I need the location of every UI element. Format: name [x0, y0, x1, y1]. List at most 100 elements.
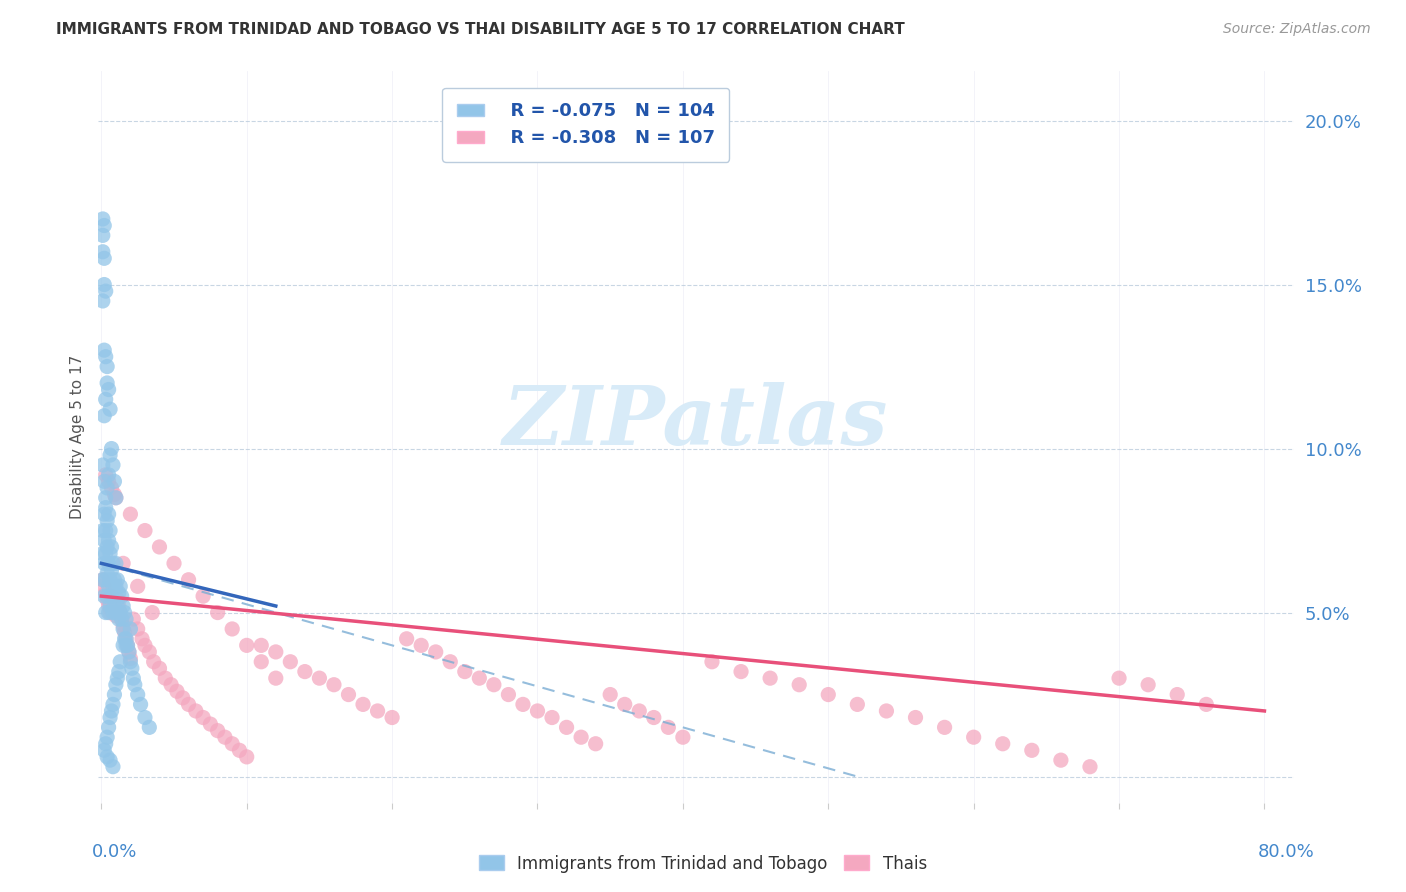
Point [114, 625, 136, 640]
Point [98, 710, 121, 724]
Point [91, 524, 114, 538]
Text: 0.0%: 0.0% [91, 843, 136, 861]
Text: ZIPatlas: ZIPatlas [503, 383, 889, 462]
Point [1108, 671, 1130, 685]
Point [112, 638, 135, 652]
Point [110, 579, 132, 593]
Point [103, 573, 125, 587]
Point [100, 442, 122, 456]
Point [934, 720, 956, 734]
Point [96, 376, 118, 390]
Point [498, 688, 520, 702]
Point [98, 402, 121, 417]
Point [163, 557, 186, 571]
Point [127, 622, 149, 636]
Point [395, 632, 418, 646]
Point [134, 710, 156, 724]
Point [110, 655, 132, 669]
Point [93, 579, 115, 593]
Point [221, 622, 243, 636]
Point [214, 730, 236, 744]
Point [91, 228, 114, 243]
Point [98, 599, 121, 613]
Point [105, 599, 128, 613]
Point [122, 671, 145, 685]
Point [148, 540, 170, 554]
Point [628, 704, 651, 718]
Point [787, 678, 810, 692]
Point [599, 688, 621, 702]
Point [367, 704, 389, 718]
Point [294, 665, 316, 679]
Point [100, 589, 122, 603]
Point [96, 540, 118, 554]
Point [93, 589, 115, 603]
Point [103, 599, 125, 613]
Point [657, 720, 679, 734]
Point [107, 599, 129, 613]
Point [1021, 743, 1043, 757]
Point [94, 586, 117, 600]
Point [512, 698, 534, 712]
Point [101, 579, 124, 593]
Point [93, 475, 115, 489]
Point [129, 698, 152, 712]
Point [100, 563, 122, 577]
Point [105, 671, 128, 685]
Point [96, 359, 118, 374]
Point [117, 638, 139, 652]
Point [104, 608, 127, 623]
Point [91, 293, 114, 308]
Point [541, 710, 564, 724]
Point [141, 606, 163, 620]
Point [101, 606, 124, 620]
Point [94, 467, 117, 482]
Point [97, 467, 120, 482]
Point [103, 602, 125, 616]
Point [700, 655, 723, 669]
Point [120, 651, 142, 665]
Point [111, 589, 134, 603]
Point [97, 599, 120, 613]
Point [142, 655, 165, 669]
Point [121, 661, 143, 675]
Point [94, 491, 117, 505]
Point [124, 678, 146, 692]
Point [228, 743, 250, 757]
Point [114, 632, 136, 646]
Point [200, 717, 222, 731]
Point [555, 720, 578, 734]
Point [172, 690, 194, 705]
Point [98, 547, 121, 561]
Point [191, 589, 214, 603]
Point [115, 612, 138, 626]
Point [569, 730, 592, 744]
Point [93, 343, 115, 358]
Point [439, 655, 461, 669]
Point [134, 524, 156, 538]
Point [100, 589, 122, 603]
Point [97, 533, 120, 548]
Point [323, 678, 346, 692]
Point [98, 753, 121, 767]
Point [585, 737, 607, 751]
Point [730, 665, 752, 679]
Point [104, 557, 127, 571]
Point [759, 671, 782, 685]
Point [846, 698, 869, 712]
Point [250, 638, 273, 652]
Point [98, 524, 121, 538]
Point [110, 606, 132, 620]
Point [127, 688, 149, 702]
Text: IMMIGRANTS FROM TRINIDAD AND TOBAGO VS THAI DISABILITY AGE 5 TO 17 CORRELATION C: IMMIGRANTS FROM TRINIDAD AND TOBAGO VS T… [56, 22, 905, 37]
Point [526, 704, 548, 718]
Point [97, 475, 120, 489]
Point [381, 710, 404, 724]
Point [468, 671, 491, 685]
Point [115, 632, 138, 646]
Point [308, 671, 330, 685]
Point [94, 737, 117, 751]
Point [94, 606, 117, 620]
Point [1195, 698, 1218, 712]
Point [264, 671, 287, 685]
